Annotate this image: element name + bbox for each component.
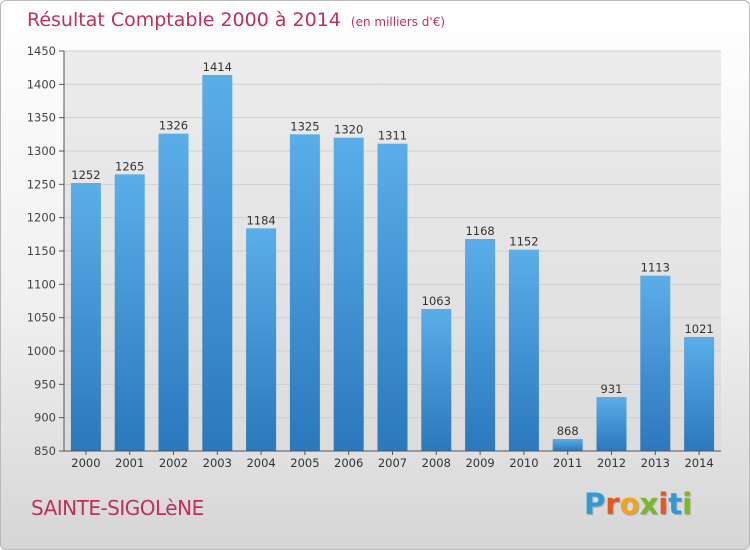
bar-2007 — [377, 143, 408, 451]
data-label-2012: 931 — [601, 382, 623, 396]
data-label-2006: 1320 — [334, 123, 363, 137]
logo-letter: i — [658, 487, 669, 521]
x-tick-label: 2007 — [378, 456, 407, 470]
x-tick-label: 2013 — [641, 456, 670, 470]
bar-2000 — [70, 183, 101, 451]
x-tick-label: 2004 — [246, 456, 275, 470]
x-tick-label: 2003 — [203, 456, 232, 470]
bar-2001 — [114, 174, 145, 452]
y-tick-label: 1150 — [27, 244, 56, 258]
bar-2013 — [640, 275, 671, 451]
bar-2014 — [684, 337, 715, 451]
x-tick-label: 2005 — [290, 456, 319, 470]
logo-letter: x — [639, 487, 659, 521]
x-tick-label: 2006 — [334, 456, 363, 470]
chart-title-text: Résultat Comptable 2000 à 2014 — [27, 9, 341, 31]
bar-2009 — [465, 239, 496, 451]
data-label-2003: 1414 — [203, 60, 232, 74]
y-tick-label: 1100 — [27, 277, 56, 291]
logo-letter: o — [619, 487, 640, 521]
y-tick-label: 1450 — [27, 44, 56, 58]
data-label-2010: 1152 — [509, 235, 538, 249]
data-label-2014: 1021 — [684, 322, 713, 336]
x-tick-label: 2011 — [553, 456, 582, 470]
data-label-2002: 1326 — [159, 119, 188, 133]
bar-2004 — [246, 228, 277, 451]
chart-subtitle: (en milliers d'€) — [350, 15, 446, 29]
proxiti-logo: Proxiti — [584, 487, 692, 521]
bar-2003 — [202, 75, 233, 451]
logo-letter: i — [682, 487, 693, 521]
data-labels: 1252 1265 1326 1414 1184 1325 1320 1311 1063 1168… — [71, 60, 713, 438]
axes: 850 900 950 1000 1050 1100 1150 1200 1250 1300 135… — [27, 44, 721, 470]
data-label-2004: 1184 — [246, 213, 275, 227]
x-tick-label: 2001 — [115, 456, 144, 470]
y-tick-label: 1200 — [27, 211, 56, 225]
place-name: SAINTE-SIGOLèNE — [31, 496, 204, 520]
y-tick-label: 1000 — [27, 344, 56, 358]
bar-2006 — [333, 137, 364, 451]
data-label-2011: 868 — [557, 424, 579, 438]
y-tick-label: 1250 — [27, 177, 56, 191]
bars — [70, 75, 715, 452]
y-tick-label: 1350 — [27, 111, 56, 125]
data-label-2005: 1325 — [290, 119, 319, 133]
bar-2005 — [289, 134, 320, 452]
data-label-2009: 1168 — [465, 224, 494, 238]
bar-2011 — [552, 439, 583, 451]
logo-letter: t — [668, 487, 683, 521]
y-tick-label: 1400 — [27, 77, 56, 91]
data-label-2001: 1265 — [115, 159, 144, 173]
data-label-2000: 1252 — [71, 168, 100, 182]
x-tick-label: 2012 — [597, 456, 626, 470]
x-tick-label: 2014 — [684, 456, 713, 470]
x-tick-label: 2002 — [159, 456, 188, 470]
bar-2010 — [508, 249, 539, 451]
data-label-2013: 1113 — [641, 261, 670, 275]
y-tick-label: 850 — [34, 444, 56, 458]
y-tick-label: 900 — [34, 411, 56, 425]
logo-letter: r — [605, 487, 620, 521]
x-tick-label: 2010 — [509, 456, 538, 470]
chart-title: Résultat Comptable 2000 à 2014 (en millie… — [27, 9, 445, 31]
data-label-2008: 1063 — [422, 294, 451, 308]
x-tick-label: 2009 — [465, 456, 494, 470]
data-label-2007: 1311 — [378, 129, 407, 143]
y-tick-label: 1050 — [27, 311, 56, 325]
bar-2008 — [421, 309, 452, 451]
x-tick-label: 2008 — [422, 456, 451, 470]
bar-2002 — [158, 133, 189, 451]
y-tick-label: 1300 — [27, 144, 56, 158]
bar-2012 — [596, 397, 627, 451]
logo-letter: P — [584, 487, 606, 521]
x-tick-label: 2000 — [71, 456, 100, 470]
y-tick-label: 950 — [34, 377, 56, 391]
